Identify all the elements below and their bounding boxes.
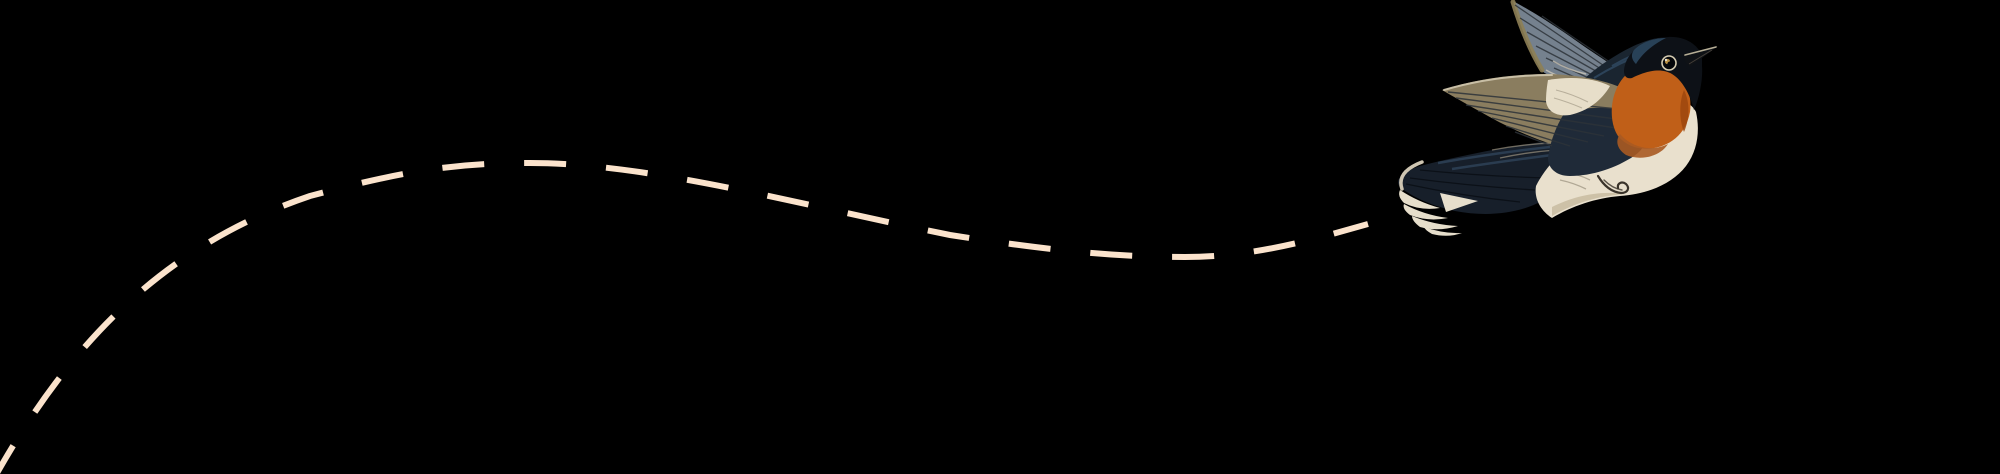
tail-feather-lines [1405, 169, 1546, 203]
beak-ridge-highlight [1684, 46, 1717, 56]
throat-orange-patch [1611, 66, 1691, 149]
beak-gape-line [1688, 49, 1713, 65]
near-wing-pale-top-edge [1443, 74, 1553, 91]
tail-cream-outer-edge [1399, 160, 1424, 191]
head-cap-and-cheek [1624, 36, 1703, 111]
bird-eye [1661, 55, 1677, 71]
neck-wedge-shape [1546, 78, 1610, 116]
throat-rust-fade [1617, 134, 1668, 158]
tail-tip-feather [1403, 204, 1448, 220]
eye-pupil [1667, 61, 1673, 67]
foot-claw-curl [1596, 174, 1630, 195]
tail-tip-feather [1424, 227, 1462, 236]
bird-illustration [1398, 0, 1718, 236]
bird-throat [1611, 66, 1691, 158]
eye-glint [1664, 58, 1668, 62]
belly-shadow [1552, 192, 1624, 216]
tail-sheen-streaks [1437, 145, 1553, 171]
tail-tip-feather [1399, 190, 1440, 209]
near-wing-feather-streaks [1447, 91, 1629, 147]
crown-sheen [1631, 38, 1666, 64]
far-wing-khaki-edge [1510, 0, 1545, 73]
neck-wedge-streaks [1553, 89, 1589, 109]
tail-tip-feather [1412, 216, 1458, 230]
tail-white-tips [1399, 190, 1478, 236]
throat-deep-shade [1680, 90, 1689, 132]
flight-path-dashed-line [0, 159, 1369, 474]
bird-neck-patch [1546, 78, 1610, 116]
bird-foot [1596, 174, 1630, 195]
bird-far-wing [1510, 0, 1624, 83]
bird-beak [1683, 46, 1718, 67]
foot-toe [1603, 179, 1623, 191]
bird-tail [1398, 140, 1578, 236]
tail-white-wedge [1440, 193, 1478, 212]
bird-head [1624, 36, 1718, 111]
